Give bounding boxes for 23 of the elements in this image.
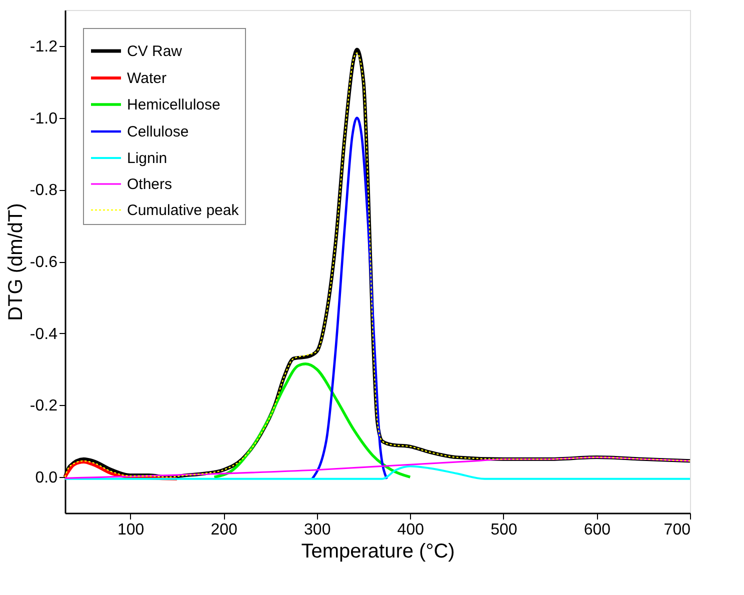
- y-tick-label: 0.0: [35, 470, 58, 487]
- y-tick-label: -0.4: [30, 326, 58, 343]
- x-tick-label: 100: [117, 522, 144, 538]
- x-axis-title: Temperature (°C): [301, 540, 455, 562]
- x-tick-label: 200: [210, 522, 238, 538]
- legend-label: Others: [127, 176, 172, 193]
- y-tick-label: -1.0: [30, 110, 58, 128]
- x-tick-label: 600: [584, 522, 611, 538]
- x-tick-label: 500: [490, 522, 518, 538]
- x-tick-label: 400: [397, 522, 424, 538]
- y-tick-label: -0.6: [30, 254, 58, 271]
- y-tick-label: -0.2: [30, 398, 58, 415]
- legend-label: CV Raw: [127, 43, 182, 60]
- legend-label: Water: [127, 70, 166, 87]
- x-tick-label: 700: [664, 522, 691, 538]
- legend-label: Hemicellulose: [127, 96, 220, 114]
- legend-label: Cumulative peak: [127, 202, 240, 219]
- y-tick-label: -0.8: [30, 182, 58, 200]
- legend-label: Cellulose: [127, 124, 189, 140]
- y-tick-label: -1.2: [30, 38, 58, 56]
- legend-label: Lignin: [127, 150, 168, 167]
- y-axis-title: DTG (dm/dT): [4, 203, 27, 321]
- x-tick-label: 300: [304, 522, 331, 538]
